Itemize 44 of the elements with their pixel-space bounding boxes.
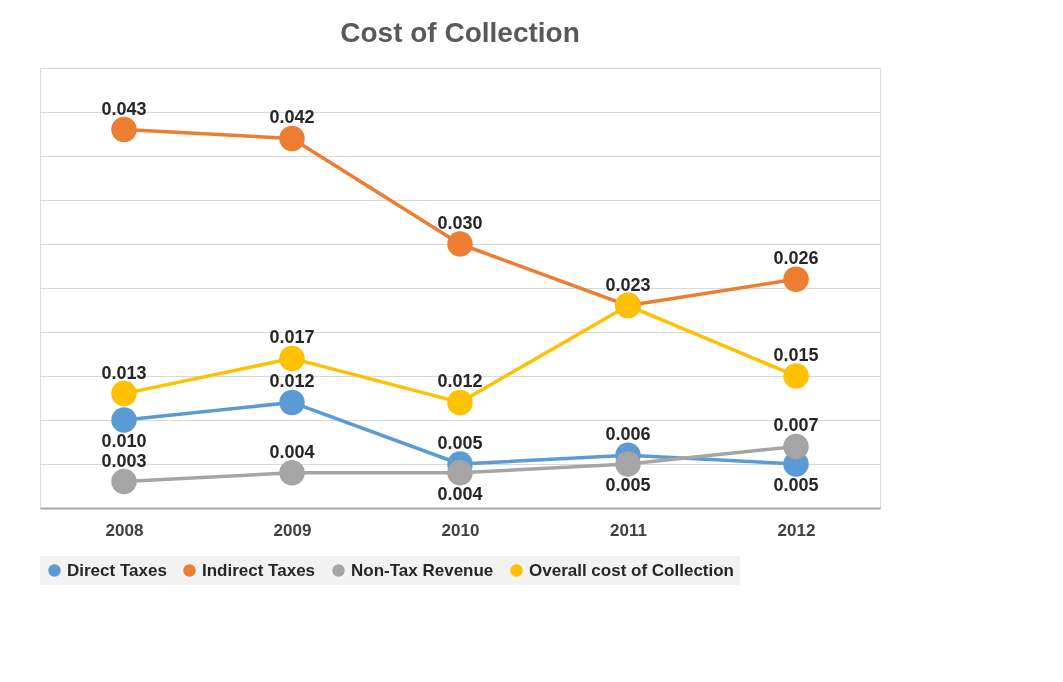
data-label: 0.015	[773, 345, 819, 365]
data-label: 0.006	[605, 424, 651, 445]
point	[279, 389, 305, 416]
x-tick-label: 2008	[105, 520, 144, 540]
point	[111, 407, 137, 433]
point	[615, 451, 641, 477]
point	[279, 345, 305, 372]
x-tick-label: 2010	[441, 520, 480, 540]
data-label: 0.012	[269, 371, 315, 392]
point	[783, 266, 809, 292]
data-label: 0.003	[101, 450, 147, 471]
data-label: 0.007	[773, 415, 819, 436]
point	[111, 116, 137, 143]
data-label: 0.042	[269, 107, 315, 128]
data-label: 0.023	[605, 274, 651, 295]
point	[279, 460, 305, 486]
data-label: 0.012	[437, 371, 483, 392]
point	[447, 231, 473, 257]
legend-label: Overall cost of Collection	[529, 560, 734, 580]
point	[111, 468, 137, 495]
data-label: 0.030	[437, 213, 483, 233]
chart-title: Cost of Collection	[340, 17, 580, 48]
point	[447, 389, 473, 416]
legend-label: Direct Taxes	[67, 560, 167, 580]
data-label: 0.043	[101, 98, 147, 119]
point	[111, 380, 137, 407]
data-label: 0.004	[269, 441, 315, 462]
point	[783, 363, 809, 389]
data-label: 0.005	[437, 433, 483, 453]
legend-label: Indirect Taxes	[202, 560, 316, 580]
point	[783, 433, 809, 460]
data-label: 0.017	[269, 327, 315, 348]
data-label: 0.026	[773, 248, 819, 269]
data-label: 0.013	[101, 362, 147, 383]
data-label: 0.005	[605, 475, 651, 495]
data-label: 0.005	[773, 475, 819, 495]
data-label: 0.010	[101, 431, 147, 451]
legend-label: Non-Tax Revenue	[351, 560, 494, 580]
x-tick-label: 2012	[777, 520, 816, 540]
point	[279, 125, 305, 152]
x-tick-label: 2011	[610, 520, 647, 540]
point	[447, 460, 473, 486]
data-label: 0.004	[437, 483, 483, 504]
x-tick-label: 2009	[273, 520, 312, 540]
